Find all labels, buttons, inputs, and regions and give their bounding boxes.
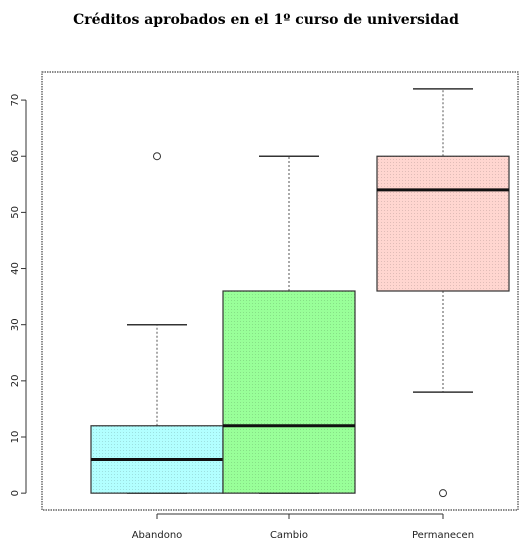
- outlier-point: [439, 489, 447, 498]
- outlier-point: [153, 152, 161, 161]
- x-tick-label: Cambio: [270, 530, 308, 541]
- x-tick-label: Permanecen: [412, 530, 474, 541]
- y-tick-label: 60: [10, 150, 21, 163]
- y-tick-label: 20: [10, 374, 21, 387]
- y-tick-label: 10: [10, 431, 21, 444]
- box-abandono: [90, 152, 224, 494]
- y-axis: 0 10 20 30 40 50 60 70: [10, 94, 27, 496]
- box-permanecen: [376, 88, 510, 498]
- x-axis: Abandono Cambio Permanecen: [132, 513, 474, 541]
- y-tick-label: 30: [10, 318, 21, 331]
- boxes-group: [90, 88, 510, 498]
- box-cambio: [222, 155, 356, 494]
- y-tick-label: 50: [10, 206, 21, 219]
- chart-title: Créditos aprobados en el 1º curso de uni…: [73, 12, 459, 28]
- plot-frame: [41, 71, 519, 511]
- y-tick-label: 40: [10, 262, 21, 275]
- y-tick-label: 70: [10, 94, 21, 107]
- box-texture: [377, 156, 509, 291]
- x-tick-label: Abandono: [132, 530, 183, 541]
- box-texture: [223, 291, 355, 494]
- y-tick-label: 0: [10, 490, 21, 496]
